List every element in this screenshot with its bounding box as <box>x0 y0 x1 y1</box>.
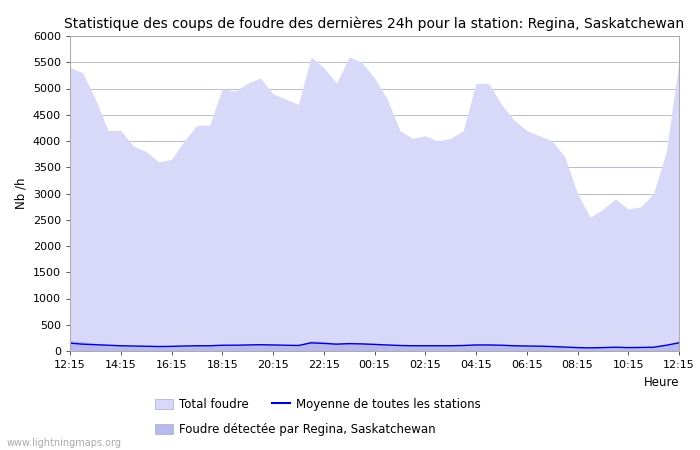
Y-axis label: Nb /h: Nb /h <box>14 178 27 209</box>
Title: Statistique des coups de foudre des dernières 24h pour la station: Regina, Saska: Statistique des coups de foudre des dern… <box>64 16 685 31</box>
Legend: Foudre détectée par Regina, Saskatchewan: Foudre détectée par Regina, Saskatchewan <box>155 423 435 436</box>
Text: www.lightningmaps.org: www.lightningmaps.org <box>7 438 122 448</box>
Text: Heure: Heure <box>643 376 679 389</box>
